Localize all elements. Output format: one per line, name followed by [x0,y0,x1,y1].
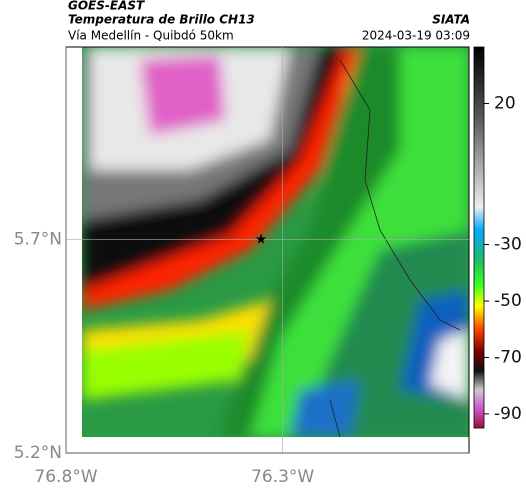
colorbar-tick-label: 20 [494,93,516,113]
colorbar-tick-label: -50 [494,291,522,311]
title: Temperatura de Brillo CH13 [68,13,255,27]
x-tick-label: 76.3°W [251,467,314,487]
imagery [82,47,469,437]
colorbar-tick-label: -90 [494,404,522,424]
org: SIATA [432,13,470,27]
datetime: 2024-03-19 03:09 [362,29,470,43]
x-tick-label: 76.8°W [34,467,97,487]
location-marker [255,233,267,244]
colorbar-tick-label: -30 [494,235,522,255]
colorbar [473,46,485,429]
subtitle: Vía Medellín - Quibdó 50km [68,29,234,43]
y-tick-label: 5.2°N [14,443,62,463]
source: GOES-EAST [68,0,145,13]
y-tick-label: 5.7°N [14,229,62,249]
colorbar-tick-label: -70 [494,347,522,367]
